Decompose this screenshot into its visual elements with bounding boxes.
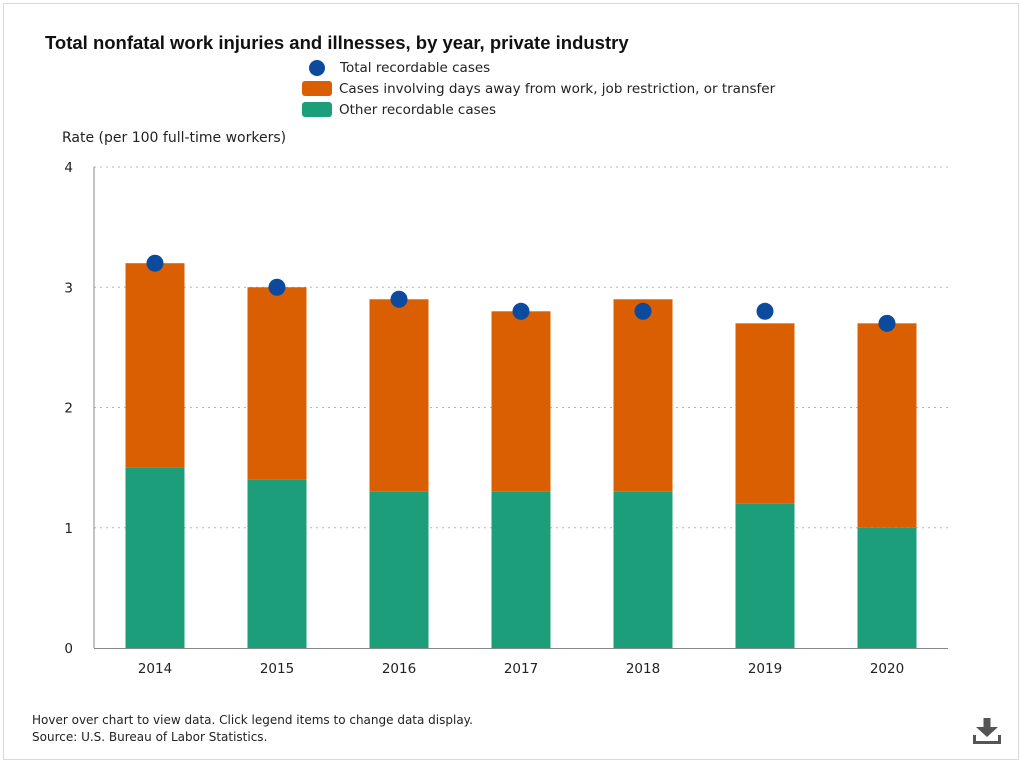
chart-footer: Hover over chart to view data. Click leg… (32, 712, 473, 746)
legend-label-total: Total recordable cases (340, 59, 491, 76)
y-tick-label: 2 (64, 401, 73, 417)
bar-segment[interactable] (369, 491, 429, 648)
bar-segment[interactable] (491, 491, 551, 648)
legend-label-days-away: Cases involving days away from work, job… (339, 80, 776, 97)
x-tick-label: 2014 (138, 661, 172, 677)
total-point[interactable] (634, 302, 652, 320)
x-tick-label: 2020 (870, 661, 904, 677)
legend-swatch-total (309, 59, 325, 76)
chart-container (3, 3, 1019, 760)
legend-item-days-away[interactable]: Cases involving days away from work, job… (302, 78, 775, 99)
y-tick-label: 0 (64, 641, 73, 657)
bar-segment[interactable] (857, 527, 917, 648)
bar-segment[interactable] (735, 503, 795, 648)
total-point[interactable] (512, 302, 530, 320)
footer-instructions: Hover over chart to view data. Click leg… (32, 713, 473, 727)
y-tick-label: 1 (64, 521, 73, 537)
legend-label-other: Other recordable cases (339, 101, 497, 118)
total-point[interactable] (878, 314, 896, 332)
total-point[interactable] (268, 278, 286, 296)
bar-segment[interactable] (857, 323, 917, 528)
bar-segment[interactable] (247, 479, 307, 648)
x-tick-label: 2015 (260, 661, 294, 677)
bar-segment[interactable] (125, 263, 185, 468)
download-button[interactable] (971, 716, 1003, 750)
legend-swatch-other (302, 102, 332, 117)
legend-item-other[interactable]: Other recordable cases (302, 99, 775, 120)
chart-legend: Total recordable cases Cases involving d… (302, 57, 775, 120)
bar-segment[interactable] (613, 299, 673, 492)
x-tick-label: 2019 (748, 661, 782, 677)
total-point[interactable] (390, 290, 408, 308)
y-axis-title: Rate (per 100 full-time workers) (62, 130, 287, 146)
bar-segment[interactable] (125, 467, 185, 648)
legend-swatch-days-away (302, 81, 332, 96)
x-tick-label: 2018 (626, 661, 660, 677)
chart-title: Total nonfatal work injuries and illness… (45, 32, 629, 53)
bar-segment[interactable] (491, 311, 551, 492)
bar-segment[interactable] (613, 491, 673, 648)
bar-segment[interactable] (735, 323, 795, 504)
y-tick-label: 3 (64, 280, 73, 296)
x-tick-label: 2017 (504, 661, 538, 677)
legend-item-total[interactable]: Total recordable cases (302, 57, 775, 78)
bar-segment[interactable] (247, 287, 307, 480)
footer-source: Source: U.S. Bureau of Labor Statistics. (32, 730, 268, 744)
bar-segment[interactable] (369, 299, 429, 492)
x-tick-label: 2016 (382, 661, 416, 677)
total-point[interactable] (146, 254, 164, 272)
y-tick-label: 4 (64, 160, 73, 176)
total-point[interactable] (756, 302, 774, 320)
download-icon (973, 718, 1001, 744)
